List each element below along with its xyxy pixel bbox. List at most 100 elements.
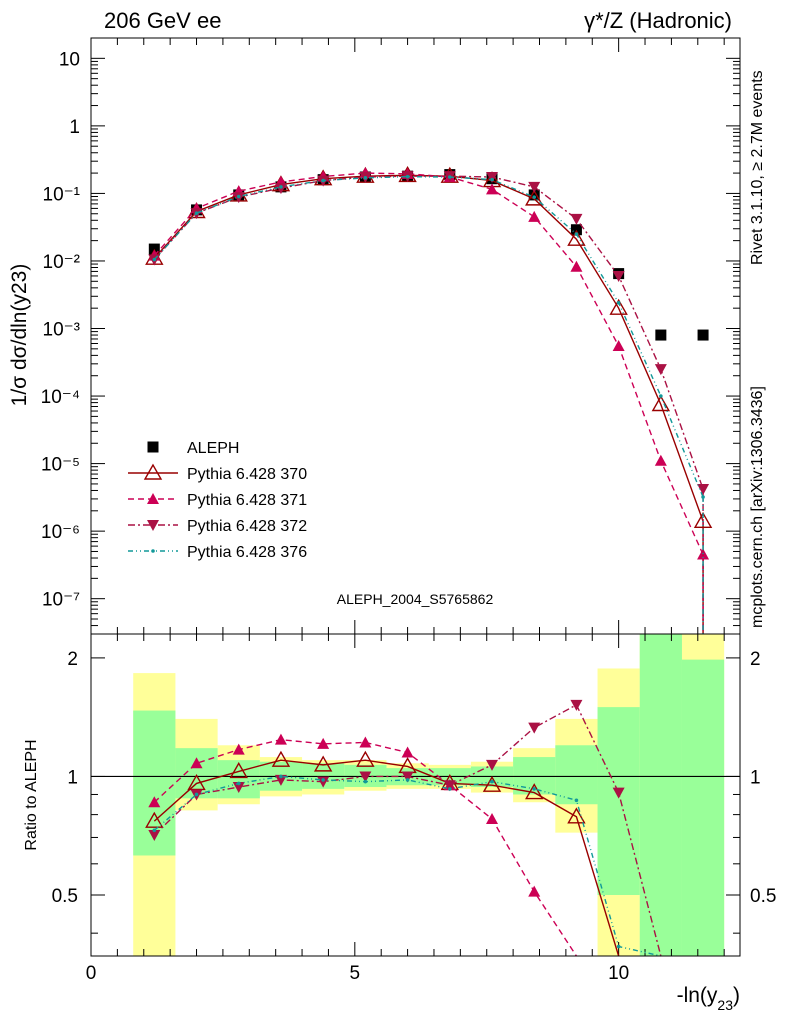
ratio-point-1-0 — [148, 796, 161, 808]
data-point-0-13 — [697, 329, 709, 341]
ratio-point-0-10 — [567, 807, 586, 824]
data-point-4-2 — [236, 194, 241, 199]
data-point-3-8 — [486, 172, 499, 184]
main-ticks: 10 1 10⁻¹ 10⁻² 10⁻³ 10⁻⁴ 10⁻⁵ 10⁻⁶ 10⁻⁷ — [41, 37, 740, 635]
data-point-0-9 — [528, 189, 540, 201]
legend-marker-2 — [147, 493, 159, 504]
data-point-2-12 — [654, 454, 667, 466]
ratio-point-2-8 — [486, 759, 499, 771]
ratio-point-3-4 — [321, 778, 325, 782]
main-ytick-label: 10⁻⁵ — [41, 455, 80, 476]
xtick-label: 0 — [86, 963, 97, 984]
ratio-point-2-10 — [570, 699, 583, 711]
data-point-2-10 — [570, 260, 583, 272]
xtick-label: 10 — [608, 963, 629, 984]
main-ylabel: 1/σ dσ/dln(y23) — [8, 264, 31, 407]
data-point-3-11 — [612, 270, 625, 282]
data-point-1-9 — [525, 189, 544, 206]
x-axis-label: -ln(y23) — [677, 984, 740, 1013]
data-point-3-13 — [697, 484, 710, 496]
ratio-point-2-7 — [443, 780, 456, 792]
legend-label-0: ALEPH — [187, 440, 239, 457]
ratio-point-1-6 — [401, 746, 414, 758]
data-point-2-9 — [528, 210, 541, 222]
main-ytick-label: 10⁻³ — [43, 320, 81, 341]
data-point-4-3 — [279, 185, 283, 189]
ratio-point-2-0 — [148, 830, 161, 842]
data-point-1-12 — [651, 395, 671, 412]
data-point-3-9 — [528, 181, 541, 193]
ratio-point-3-9 — [532, 787, 537, 791]
ratio-point-3-3 — [279, 774, 283, 779]
xtick-label: 5 — [350, 963, 361, 984]
main-ytick-label: 10⁻² — [43, 252, 81, 273]
legend-marker-1 — [143, 463, 163, 480]
main-ytick-label: 10⁻⁷ — [42, 590, 80, 611]
ratio-ytick-label-left: 1 — [67, 767, 78, 788]
main-ytick-label: 10 — [59, 49, 80, 70]
ratio-point-1-2 — [232, 743, 245, 755]
data-point-4-7 — [447, 175, 452, 179]
ratio-ylabel: Ratio to ALEPH — [23, 739, 40, 850]
legend-marker-4 — [151, 549, 155, 553]
band-inner-11 — [597, 707, 640, 895]
ratio-point-0-9 — [525, 783, 544, 800]
band-inner-10 — [555, 745, 598, 805]
ratio-point-0-4 — [313, 755, 333, 772]
ratio-point-2-11 — [612, 787, 625, 799]
ratio-bands — [91, 634, 740, 956]
svg-text:-ln(y23): -ln(y23) — [677, 984, 740, 1013]
ratio-ytick-label-right: 0.5 — [750, 886, 776, 907]
ratio-point-0-1 — [187, 774, 206, 791]
ratio-point-3-6 — [405, 778, 410, 782]
ratio-point-1-9 — [528, 885, 541, 897]
data-point-2-8 — [486, 183, 499, 195]
band-inner-12 — [639, 634, 682, 956]
ratio-panel-frame — [90, 633, 741, 957]
legend: ALEPH Pythia 6.428 370 Pythia 6.428 371 Pyt… — [128, 440, 307, 561]
analysis-label: ALEPH_2004_S5765862 — [337, 591, 494, 607]
series-line-4 — [153, 175, 704, 498]
data-point-4-10 — [574, 232, 579, 236]
main-ytick-label: 10⁻¹ — [43, 184, 81, 205]
ratio-point-0-0 — [145, 811, 164, 828]
ratio-point-2-3 — [274, 774, 287, 786]
main-ytick-label: 10⁻⁶ — [41, 522, 80, 543]
data-point-3-12 — [654, 364, 667, 376]
legend-marker-3 — [147, 520, 159, 531]
ratio-point-2-2 — [232, 782, 245, 794]
main-ytick-label: 10⁻⁴ — [41, 387, 80, 408]
legend-marker-0 — [147, 441, 159, 453]
data-point-0-12 — [655, 329, 667, 341]
ratio-point-1-5 — [359, 736, 372, 748]
data-point-4-13 — [701, 495, 705, 499]
ratio-point-2-4 — [317, 776, 330, 788]
data-point-0-10 — [570, 224, 582, 236]
data-point-1-13 — [693, 511, 713, 528]
data-point-4-4 — [321, 178, 325, 183]
rivet-label: Rivet 3.1.10, ≥ 2.7M events — [749, 70, 766, 265]
ratio-ticks: 0.5 0.5 1 1 2 2 0 5 10 — [52, 634, 776, 984]
ratio-point-0-8 — [482, 775, 502, 792]
ratio-ytick-label-left: 2 — [67, 649, 78, 670]
ratio-point-2-6 — [401, 771, 414, 783]
ratio-point-1-8 — [486, 812, 499, 824]
data-point-4-6 — [405, 174, 410, 179]
legend-label-2: Pythia 6.428 371 — [187, 492, 307, 509]
ratio-point-1-3 — [274, 733, 287, 745]
legend-label-1: Pythia 6.428 370 — [187, 466, 307, 483]
mcplots-label: mcplots.cern.ch [arXiv:1306.3436] — [749, 386, 766, 628]
data-point-4-5 — [363, 176, 368, 180]
data-point-3-10 — [570, 213, 583, 225]
ratio-point-0-2 — [229, 761, 248, 779]
data-point-4-12 — [659, 394, 663, 398]
header-right: γ*/Z (Hadronic) — [584, 8, 732, 33]
ratio-point-3-1 — [194, 792, 199, 797]
data-point-4-9 — [532, 195, 537, 199]
ratio-point-2-5 — [359, 771, 372, 783]
ratio-point-3-7 — [447, 787, 452, 791]
ratio-point-1-1 — [190, 757, 203, 769]
data-point-2-11 — [612, 340, 625, 352]
data-point-4-11 — [616, 301, 621, 305]
